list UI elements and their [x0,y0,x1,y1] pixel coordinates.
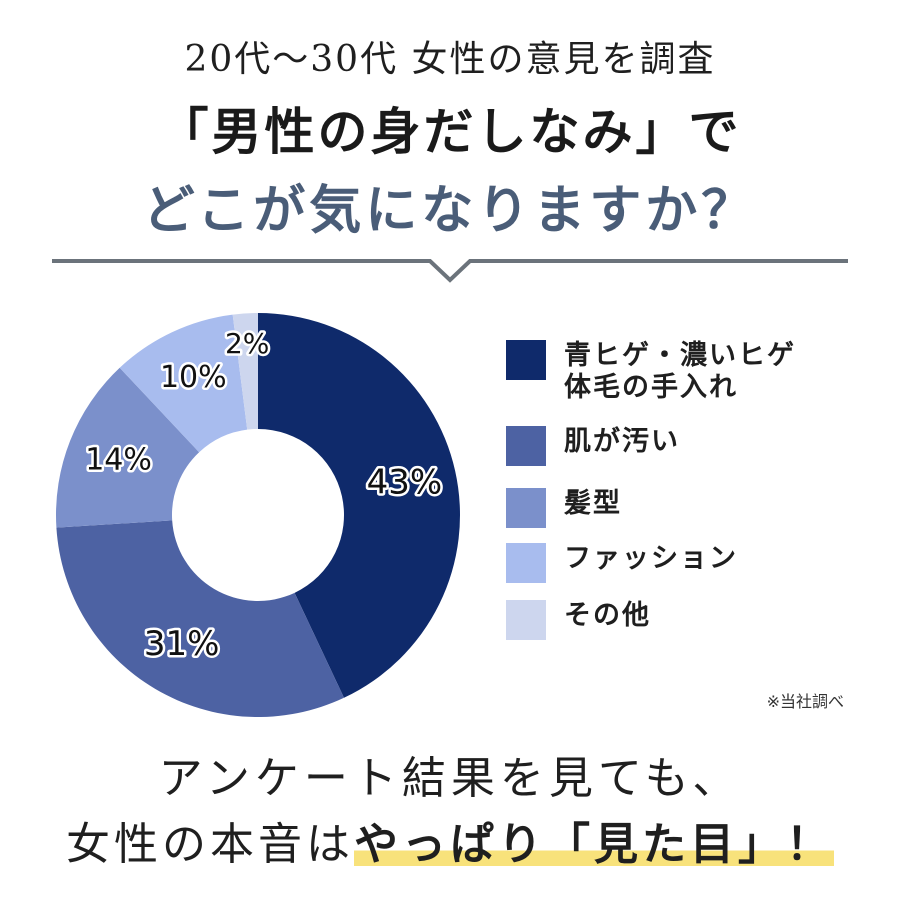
legend-label: 髪型 [564,488,622,519]
conclusion-prefix: 女性の本音は [66,819,354,870]
legend-swatch [506,426,546,466]
divider-line [52,259,848,283]
legend-item: ファッション [506,543,738,583]
slice-value-label: 10% [160,360,227,395]
legend-swatch [506,488,546,528]
legend-swatch [506,600,546,640]
survey-subtitle: 20代～30代 女性の意見を調査 [184,39,716,80]
donut-chart: 43% 31% 14% 10%2% [56,313,460,717]
legend-label: 肌が汚い [564,426,680,457]
legend-label-line: 体毛の手入れ [564,372,738,403]
slice-value-label: 43% [367,462,443,502]
donut-slice [119,314,248,453]
legend-label: その他 [564,600,651,631]
conclusion-emphasis: やっぱり「見た目」！ [354,819,834,870]
donut-slice [258,313,460,698]
legend-label: ファッション [564,543,738,574]
legend-item: その他 [506,600,651,640]
conclusion-line1: アンケート結果を見ても、 [158,753,742,804]
donut-slice [232,313,258,430]
legend-item: 青ヒゲ・濃いヒゲ 体毛の手入れ [506,340,796,404]
slice-value-label: 2% [225,327,269,360]
legend-item: 肌が汚い [506,426,680,466]
legend-swatch [506,543,546,583]
donut-slice [56,520,345,717]
legend-swatch [506,340,546,380]
survey-source-note: ※当社調べ [766,692,844,711]
question-headline-line2: どこが気になりますか？ [142,180,758,241]
legend-item: 髪型 [506,488,622,528]
speech-divider [52,259,848,283]
slice-value-label: 14% [85,442,152,477]
donut-slice [56,367,200,528]
legend-label: 青ヒゲ・濃いヒゲ 体毛の手入れ [564,340,796,404]
slice-value-label: 31% [144,624,220,664]
legend-label-line: 青ヒゲ・濃いヒゲ [564,340,796,371]
conclusion-line2: 女性の本音はやっぱり「見た目」！ [0,808,900,872]
question-headline-line1: 「男性の身だしなみ」で [158,102,742,161]
